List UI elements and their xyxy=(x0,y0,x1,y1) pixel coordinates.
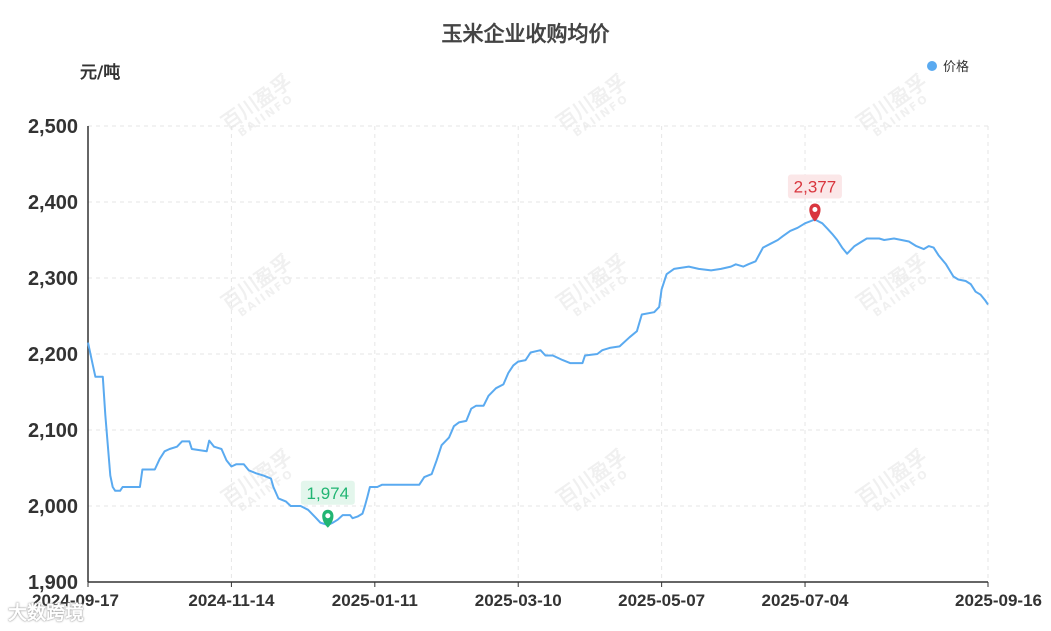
x-tick-label: 2024-09-17 xyxy=(32,591,119,610)
series-line-price xyxy=(87,218,989,526)
y-axis-unit: 元/吨 xyxy=(80,63,121,83)
min-pin-marker xyxy=(322,509,334,528)
min-annotation: 1,974 xyxy=(300,480,355,528)
legend-dot xyxy=(927,60,937,71)
y-tick-label: 2,100 xyxy=(28,420,78,442)
x-tick-label: 2025-05-07 xyxy=(618,591,705,610)
y-tick-label: 2,000 xyxy=(28,496,78,518)
y-tick-label: 2,200 xyxy=(28,344,78,366)
axes xyxy=(87,126,989,587)
max-pin-marker xyxy=(809,203,821,222)
y-tick-label: 2,300 xyxy=(28,268,78,290)
y-tick-labels: 1,900 2,000 2,100 2,200 2,300 2,400 2,500 xyxy=(28,116,78,594)
max-pin-dot xyxy=(812,206,818,212)
y-tick-label: 2,500 xyxy=(28,116,78,138)
x-tick-label: 2025-01-11 xyxy=(332,591,418,610)
y-tick-label: 2,400 xyxy=(28,192,78,214)
min-pin-dot xyxy=(325,513,331,519)
series-layer xyxy=(87,218,989,526)
max-annotation: 2,377 xyxy=(787,174,842,222)
legend-label: 价格 xyxy=(943,60,970,75)
y-tick-label: 1,900 xyxy=(28,572,78,594)
legend[interactable]: 价格 xyxy=(927,56,969,75)
corner-logo: 大数跨境 xyxy=(8,602,85,624)
max-label: 2,377 xyxy=(794,177,837,196)
chart-title: 玉米企业收购均价 xyxy=(441,22,610,46)
max-label-box xyxy=(787,174,842,199)
min-label: 1,974 xyxy=(307,484,350,503)
x-tick-label: 2025-07-04 xyxy=(762,591,850,610)
x-tick-labels: 2024-09-17 2024-11-14 2025-01-11 2025-03-10… xyxy=(32,591,1042,610)
x-tick-label: 2024-11-14 xyxy=(188,591,275,610)
grid xyxy=(88,125,989,582)
annotation-layer: 1,974 2,377 xyxy=(300,174,842,528)
x-tick-label: 2025-09-16 xyxy=(955,591,1042,610)
x-tick-label: 2025-03-10 xyxy=(475,591,562,610)
min-label-box xyxy=(300,480,355,505)
